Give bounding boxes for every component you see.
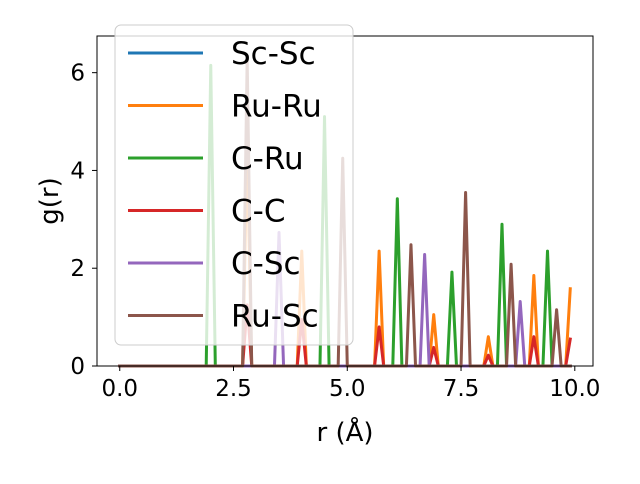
y-tick-label: 6 bbox=[70, 61, 85, 87]
legend-box bbox=[114, 24, 354, 346]
x-tick-label: 7.5 bbox=[443, 376, 480, 402]
y-axis-label: g(r) bbox=[35, 177, 65, 224]
x-axis-label: r (Å) bbox=[316, 416, 373, 448]
legend-label: Sc-Sc bbox=[231, 36, 316, 72]
tick-layer: 0.0 2.5 5.0 7.5 10.0 0 2 4 6 bbox=[70, 61, 600, 402]
x-tick-label: 5.0 bbox=[329, 376, 366, 402]
legend-label: C-Ru bbox=[231, 141, 304, 177]
x-tick-label: 10.0 bbox=[549, 376, 600, 402]
y-tick-label: 0 bbox=[70, 354, 85, 380]
x-tick-label: 2.5 bbox=[215, 376, 252, 402]
y-tick-label: 4 bbox=[70, 158, 85, 184]
x-tick-label: 0.0 bbox=[101, 376, 138, 402]
legend: Sc-Sc Ru-Ru C-Ru C-C C-Sc Ru-Sc bbox=[114, 24, 354, 346]
legend-label: Ru-Ru bbox=[231, 89, 322, 125]
y-tick-label: 2 bbox=[70, 256, 85, 282]
legend-label: C-Sc bbox=[231, 246, 301, 282]
legend-label: Ru-Sc bbox=[231, 299, 319, 335]
legend-label: C-C bbox=[231, 194, 285, 230]
